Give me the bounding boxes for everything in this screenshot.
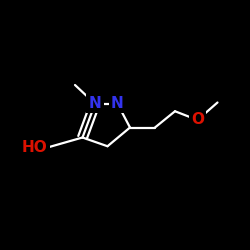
- Text: N: N: [111, 96, 124, 111]
- Text: N: N: [88, 96, 102, 111]
- Text: O: O: [191, 112, 204, 128]
- Text: HO: HO: [22, 140, 48, 155]
